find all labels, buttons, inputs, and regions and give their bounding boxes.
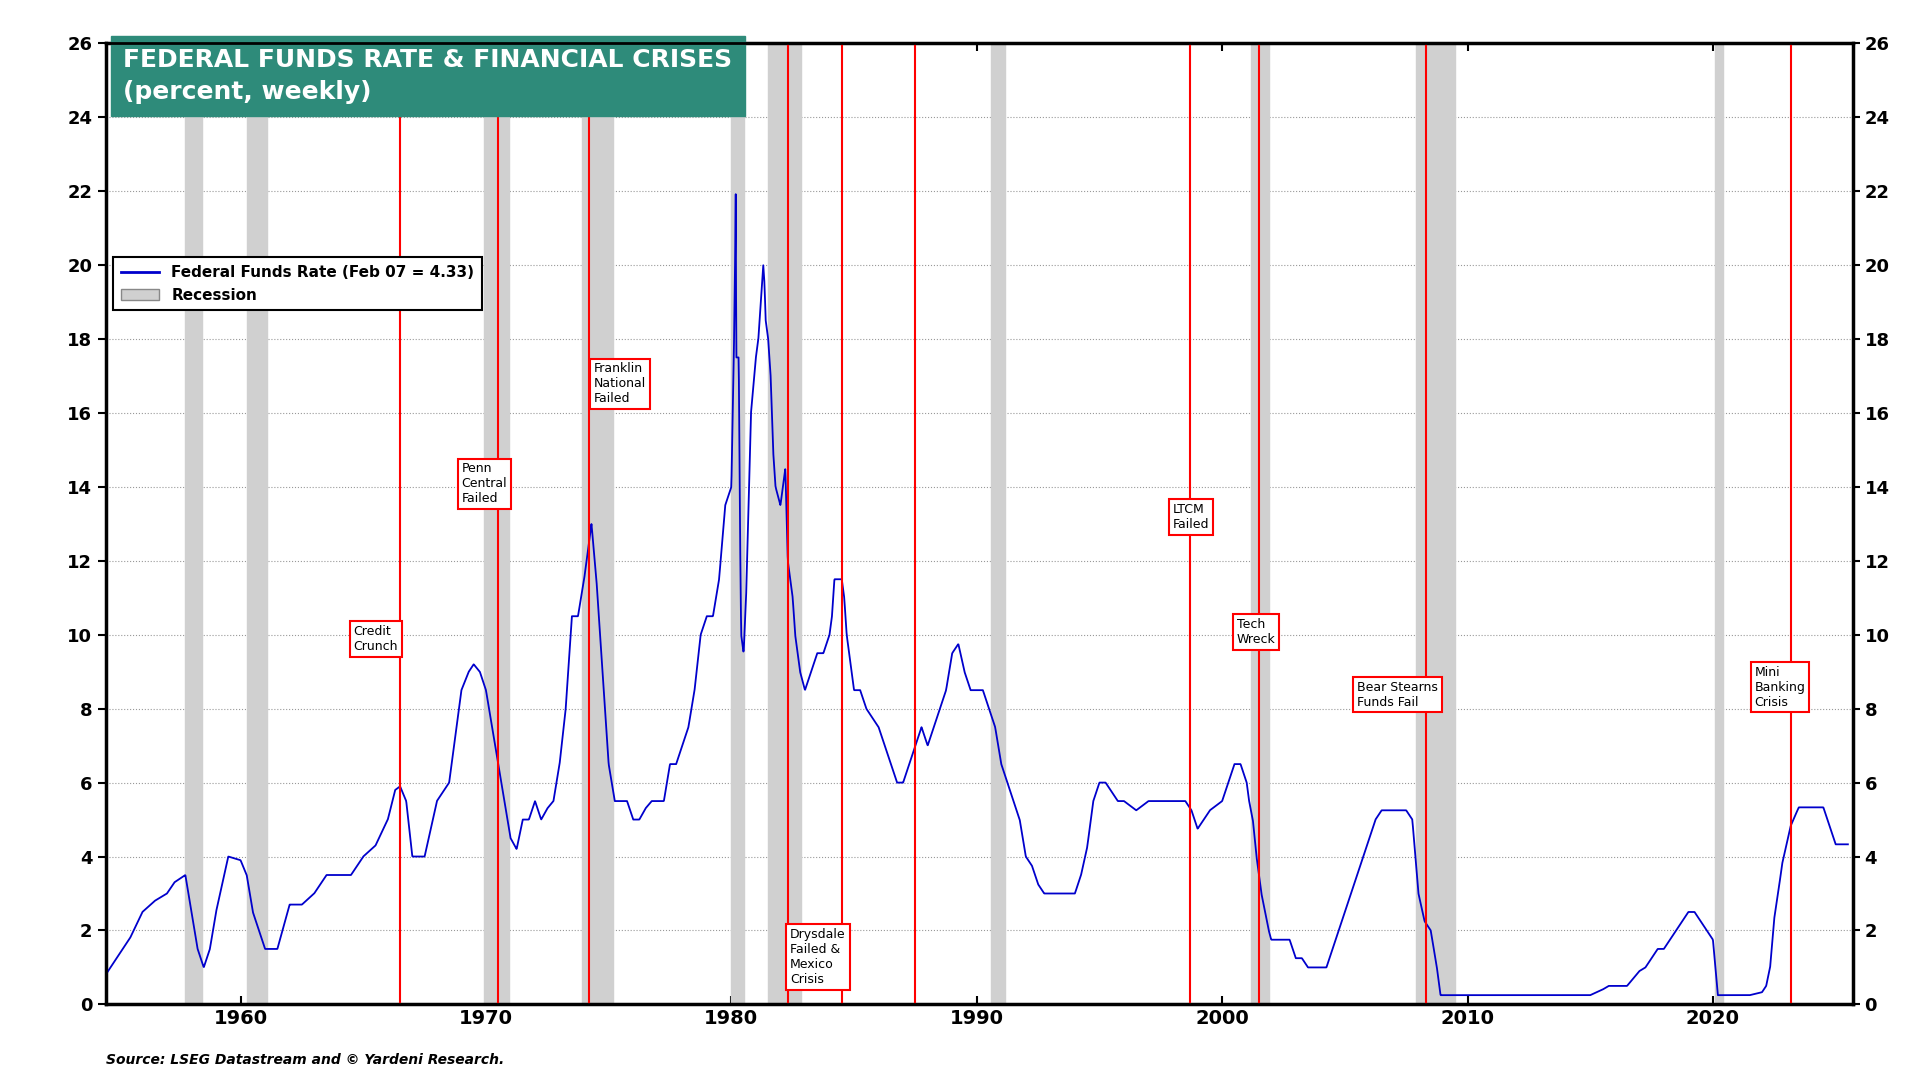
- Bar: [484, 43, 509, 1004]
- Bar: [582, 43, 612, 1004]
- Text: Bear Stearns
Funds Fail: Bear Stearns Funds Fail: [1357, 680, 1438, 708]
- Bar: [1417, 43, 1455, 1004]
- Text: FEDERAL FUNDS RATE & FINANCIAL CRISES
(percent, weekly): FEDERAL FUNDS RATE & FINANCIAL CRISES (p…: [123, 48, 732, 104]
- Bar: [991, 43, 1006, 1004]
- Legend: Federal Funds Rate (Feb 07 = 4.33), Recession: Federal Funds Rate (Feb 07 = 4.33), Rece…: [113, 257, 482, 310]
- Bar: [1715, 43, 1724, 1004]
- Text: Source: LSEG Datastream and © Yardeni Research.: Source: LSEG Datastream and © Yardeni Re…: [106, 1053, 503, 1067]
- Text: Drysdale
Failed &
Mexico
Crisis: Drysdale Failed & Mexico Crisis: [791, 928, 847, 986]
- Bar: [1250, 43, 1269, 1004]
- Bar: [186, 43, 202, 1004]
- Text: Penn
Central
Failed: Penn Central Failed: [461, 462, 507, 505]
- Text: LTCM
Failed: LTCM Failed: [1173, 503, 1210, 531]
- Bar: [768, 43, 801, 1004]
- Text: Mini
Banking
Crisis: Mini Banking Crisis: [1755, 665, 1805, 708]
- Text: Tech
Wreck: Tech Wreck: [1236, 618, 1275, 646]
- Bar: [732, 43, 743, 1004]
- Bar: [246, 43, 267, 1004]
- Text: Credit
Crunch: Credit Crunch: [353, 625, 397, 653]
- Text: Franklin
National
Failed: Franklin National Failed: [593, 363, 647, 405]
